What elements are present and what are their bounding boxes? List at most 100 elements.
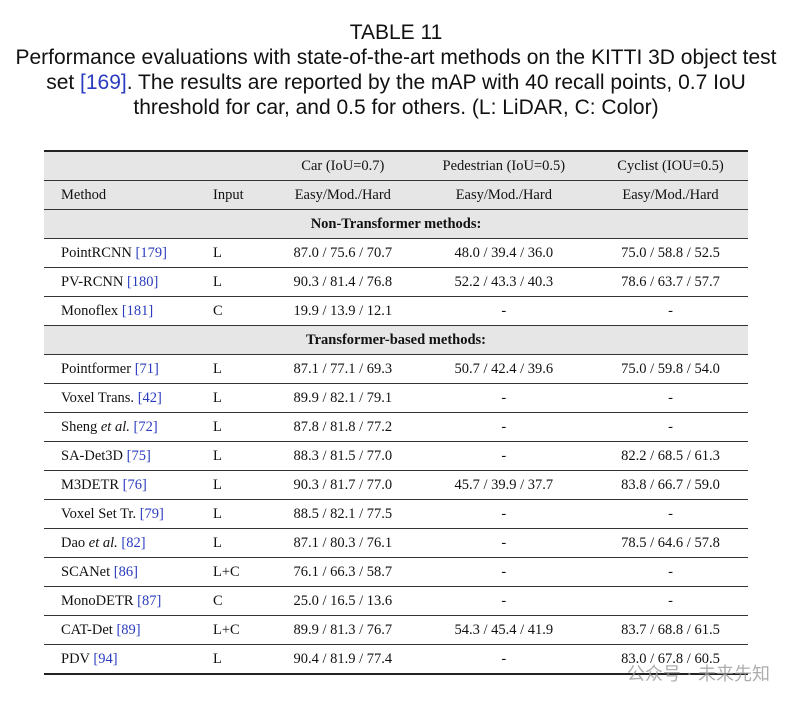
column-header: Method <box>44 180 213 210</box>
method-name: Voxel Trans. <box>61 389 135 406</box>
column-header: Easy/Mod./Hard <box>271 180 415 210</box>
caption-ref: [169] <box>80 71 127 94</box>
car-cell: 87.1 / 77.1 / 69.3 <box>271 354 415 384</box>
data-row: Voxel Set Tr. [79] L 88.5 / 82.1 / 77.5- - <box>44 499 748 529</box>
input-cell: L <box>213 238 271 268</box>
group-header: Car (IoU=0.7) <box>271 150 415 181</box>
data-row: PointRCNN [179] L 87.0 / 75.6 / 70.7 48.0 /… <box>44 238 748 268</box>
pedestrian-cell: - <box>414 383 594 413</box>
method-cell: PDV [94] <box>44 644 213 675</box>
data-row: M3DETR [76] L 90.3 / 81.7 / 77.0 45.7 / 39.… <box>44 470 748 500</box>
method-ref: [82] <box>121 534 146 551</box>
method-ref: [89] <box>116 621 141 638</box>
method-name: Voxel Set Tr. <box>61 505 137 522</box>
method-ref: [71] <box>134 360 159 377</box>
method-name: MonoDETR <box>61 592 134 609</box>
method-name: PV-RCNN <box>61 273 124 290</box>
pedestrian-cell: 52.2 / 43.3 / 40.3 <box>414 267 594 297</box>
data-row: Monoflex [181] C 19.9 / 13.9 / 12.1- - <box>44 296 748 326</box>
data-row: PV-RCNN [180] L 90.3 / 81.4 / 76.8 52.2 / 4… <box>44 267 748 297</box>
column-header-row: Method Input Easy/Mod./Hard Easy/Mod./Hard E… <box>44 180 748 210</box>
pedestrian-cell: - <box>414 296 594 326</box>
method-ref: [179] <box>135 244 167 261</box>
car-cell: 87.8 / 81.8 / 77.2 <box>271 412 415 442</box>
method-ref: [42] <box>137 389 162 406</box>
cyclist-cell: 82.2 / 68.5 / 61.3 <box>593 441 748 471</box>
data-row: SCANet [86] L+C 76.1 / 66.3 / 58.7- - <box>44 557 748 587</box>
input-cell: L <box>213 412 271 442</box>
input-cell: L <box>213 383 271 413</box>
method-ref: [180] <box>126 273 159 290</box>
cyclist-cell: 78.6 / 63.7 / 57.7 <box>593 267 748 297</box>
pedestrian-cell: - <box>414 586 594 616</box>
method-cell: PointRCNN [179] <box>44 238 213 268</box>
data-row: Voxel Trans. [42] L 89.9 / 82.1 / 79.1- - <box>44 383 748 413</box>
section-row: Non-Transformer methods: <box>44 209 748 239</box>
method-cell: Voxel Set Tr. [79] <box>44 499 213 529</box>
cyclist-cell: 83.0 / 67.8 / 60.5 <box>593 644 748 675</box>
group-header: Pedestrian (IoU=0.5) <box>414 150 594 181</box>
method-cell: MonoDETR [87] <box>44 586 213 616</box>
data-row: PDV [94] L 90.4 / 81.9 / 77.4-83.0 / 67.8 … <box>44 644 748 675</box>
method-ref: [94] <box>93 650 118 667</box>
method-cell: PV-RCNN [180] <box>44 267 213 297</box>
method-name: Dao <box>61 534 86 551</box>
method-cell: Pointformer [71] <box>44 354 213 384</box>
pedestrian-cell: - <box>414 557 594 587</box>
results-table: Car (IoU=0.7) Pedestrian (IoU=0.5) Cyclist… <box>44 150 748 675</box>
data-row: Pointformer [71] L 87.1 / 77.1 / 69.3 50.7 … <box>44 354 748 384</box>
caption: TABLE 11 Performance evaluations with st… <box>10 20 782 120</box>
cyclist-cell: - <box>593 499 748 529</box>
input-cell: L+C <box>213 557 271 587</box>
method-ref: [79] <box>139 505 164 522</box>
car-cell: 89.9 / 82.1 / 79.1 <box>271 383 415 413</box>
method-ref: [75] <box>126 447 151 464</box>
input-cell: C <box>213 296 271 326</box>
cyclist-cell: 75.0 / 59.8 / 54.0 <box>593 354 748 384</box>
method-cell: Voxel Trans. [42] <box>44 383 213 413</box>
input-cell: L <box>213 267 271 297</box>
pedestrian-cell: - <box>414 528 594 558</box>
method-name: CAT-Det <box>61 621 113 638</box>
method-italic: et al. <box>88 534 118 551</box>
car-cell: 87.0 / 75.6 / 70.7 <box>271 238 415 268</box>
watermark: 公众号 · 未来先知 <box>626 664 770 685</box>
method-cell: Sheng et al. [72] <box>44 412 213 442</box>
pedestrian-cell: 50.7 / 42.4 / 39.6 <box>414 354 594 384</box>
car-cell: 87.1 / 80.3 / 76.1 <box>271 528 415 558</box>
method-name: SA-Det3D <box>61 447 124 464</box>
input-cell: L+C <box>213 615 271 645</box>
car-cell: 88.3 / 81.5 / 77.0 <box>271 441 415 471</box>
method-ref: [86] <box>113 563 138 580</box>
pedestrian-cell: - <box>414 644 594 675</box>
caption-label: TABLE 11 <box>349 21 443 44</box>
input-cell: L <box>213 644 271 675</box>
cyclist-cell: - <box>593 586 748 616</box>
group-header-row: Car (IoU=0.7) Pedestrian (IoU=0.5) Cyclist… <box>44 150 748 181</box>
column-header: Easy/Mod./Hard <box>414 180 594 210</box>
method-cell: M3DETR [76] <box>44 470 213 500</box>
data-row: Sheng et al. [72] L 87.8 / 81.8 / 77.2- - <box>44 412 748 442</box>
caption-text-after: . The results are reported by the mAP wi… <box>126 71 746 119</box>
car-cell: 89.9 / 81.3 / 76.7 <box>271 615 415 645</box>
caption-text-before: Performance evaluations with state-of-th… <box>15 46 777 94</box>
input-cell: L <box>213 470 271 500</box>
cyclist-cell: 83.7 / 68.8 / 61.5 <box>593 615 748 645</box>
caption-text: Performance evaluations with state-of-th… <box>10 45 782 120</box>
method-ref: [181] <box>121 302 154 319</box>
car-cell: 25.0 / 16.5 / 13.6 <box>271 586 415 616</box>
cyclist-cell: - <box>593 383 748 413</box>
method-cell: Monoflex [181] <box>44 296 213 326</box>
group-header: Cyclist (IOU=0.5) <box>593 150 748 181</box>
pedestrian-cell: 54.3 / 45.4 / 41.9 <box>414 615 594 645</box>
method-name: SCANet <box>61 563 111 580</box>
method-name: PDV <box>61 650 90 667</box>
car-cell: 90.4 / 81.9 / 77.4 <box>271 644 415 675</box>
method-name: Sheng <box>61 418 98 435</box>
data-row: SA-Det3D [75] L 88.3 / 81.5 / 77.0-82.2 / … <box>44 441 748 471</box>
column-header: Input <box>213 180 271 210</box>
method-cell: SA-Det3D [75] <box>44 441 213 471</box>
data-row: Dao et al. [82] L 87.1 / 80.3 / 76.1-78.5 … <box>44 528 748 558</box>
section-title: Transformer-based methods: <box>44 325 748 355</box>
method-cell: Dao et al. [82] <box>44 528 213 558</box>
